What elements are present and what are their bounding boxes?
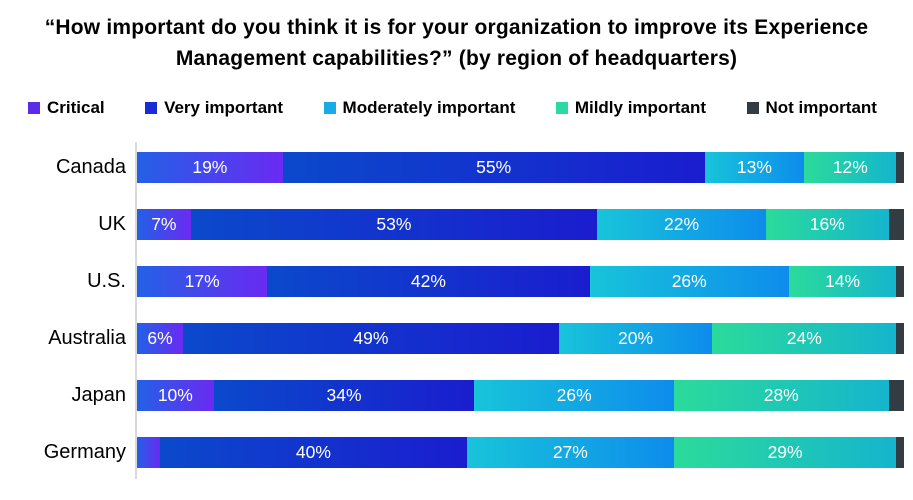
bar-segment: 26% [589,266,789,298]
bar-segment-value: 24% [786,328,822,349]
bar-segment: 14% [788,266,897,298]
bar-segment: 27% [466,437,674,469]
bar-segment-value: 12% [832,157,868,178]
legend-swatch [145,102,158,115]
bar-segment-value: 7% [151,214,177,235]
category-label: Germany [43,441,126,464]
category-label: Japan [71,384,127,407]
bar-segment-value: 28% [763,385,799,406]
bar-track: 7% 53% 22% 16% [137,209,904,241]
bar-segment [896,437,904,469]
bar-segment: 49% [183,323,559,355]
bar-segment: 10% [137,380,214,412]
legend-item-moderately-important: Moderately important [323,98,516,118]
bar-segment-value: 49% [353,328,389,349]
legend-swatch [28,102,40,115]
bar-segment-value: 42% [410,271,446,292]
bar-segment [888,209,904,241]
bar-segment-value: 13% [736,157,772,178]
bar-track: 10% 34% 26% 28% [137,380,904,412]
legend-label: Mildly important [574,98,707,118]
bar-track: 19% 55% 13% 12% [137,152,904,184]
bar-segment-value: 19% [192,157,228,178]
bar-segment-value: 10% [157,385,193,406]
bar-segment: 16% [765,209,889,241]
bar-segment: 19% [137,152,283,184]
bar-segment: 40% [160,437,467,469]
category-label: Australia [48,327,126,350]
bar-row: U.S. 17% 42% 26% 14% [0,253,904,310]
bar-segment: 55% [282,152,705,184]
bar-segment: 6% [137,323,184,355]
legend-label: Very important [164,98,284,118]
category-label: Canada [55,156,126,179]
bar-segment: 12% [804,152,897,184]
legend-item-mildly-important: Mildly important [555,98,707,118]
bar-segment-value: 14% [825,271,861,292]
bar-segment: 42% [267,266,590,298]
legend-swatch [323,102,336,115]
bar-row: Canada 19% 55% 13% 12% [0,139,904,196]
legend-label: Not important [765,98,877,118]
bar-segment [896,323,904,355]
bar-segment: 13% [704,152,805,184]
legend-item-very-important: Very important [145,98,283,118]
bar-segment-value: 26% [671,271,707,292]
bar-row: UK 7% 53% 22% 16% [0,196,904,253]
legend-item-not-important: Not important [746,98,877,118]
bar-segment [137,437,160,469]
bar-segment [888,380,904,412]
chart-title: “How important do you think it is for yo… [44,16,869,71]
bar-segment-value: 40% [295,442,331,463]
bar-segment: 53% [190,209,598,241]
bar-segment: 26% [474,380,674,412]
category-label: U.S. [87,270,126,293]
bar-segment [896,266,904,298]
bar-segment [896,152,904,184]
bar-segment-value: 34% [326,385,362,406]
bar-row: Japan 10% 34% 26% 28% [0,367,904,424]
bar-segment-value: 6% [147,328,173,349]
category-label: UK [98,213,126,236]
bar-track: 6% 49% 20% 24% [137,323,904,355]
bar-track: 40% 27% 29% [137,437,904,469]
bar-track: 17% 42% 26% 14% [137,266,904,298]
bar-segment-value: 29% [767,442,803,463]
bar-row: Germany 40% 27% 29% [0,424,904,481]
bar-segment: 24% [712,323,897,355]
bar-segment-value: 26% [556,385,592,406]
bar-segment-value: 20% [618,328,654,349]
bar-segment-value: 27% [552,442,588,463]
legend-item-critical: Critical [28,98,105,118]
bar-segment-value: 55% [476,157,512,178]
bar-segment-value: 53% [376,214,412,235]
bar-segment: 34% [213,380,475,412]
bar-segment-value: 22% [664,214,700,235]
legend: Critical Very important Moderately importa… [28,98,877,118]
bar-segment: 29% [673,437,897,469]
bar-row: Australia 6% 49% 20% 24% [0,310,904,367]
bar-segment-value: 17% [184,271,220,292]
legend-swatch [555,102,568,115]
bar-segment: 20% [558,323,713,355]
y-axis-line [135,142,137,480]
bar-segment: 22% [597,209,766,241]
bar-segment: 17% [137,266,268,298]
bar-segment: 7% [137,209,191,241]
legend-label: Critical [47,98,105,118]
bar-segment-value: 16% [809,214,845,235]
bar-segment: 28% [673,380,889,412]
stacked-bar-chart: Canada 19% 55% 13% 12% UK 7% 53% 22% 16% U.S. 17% 42… [0,139,913,481]
legend-swatch [746,102,759,115]
legend-label: Moderately important [342,98,516,118]
